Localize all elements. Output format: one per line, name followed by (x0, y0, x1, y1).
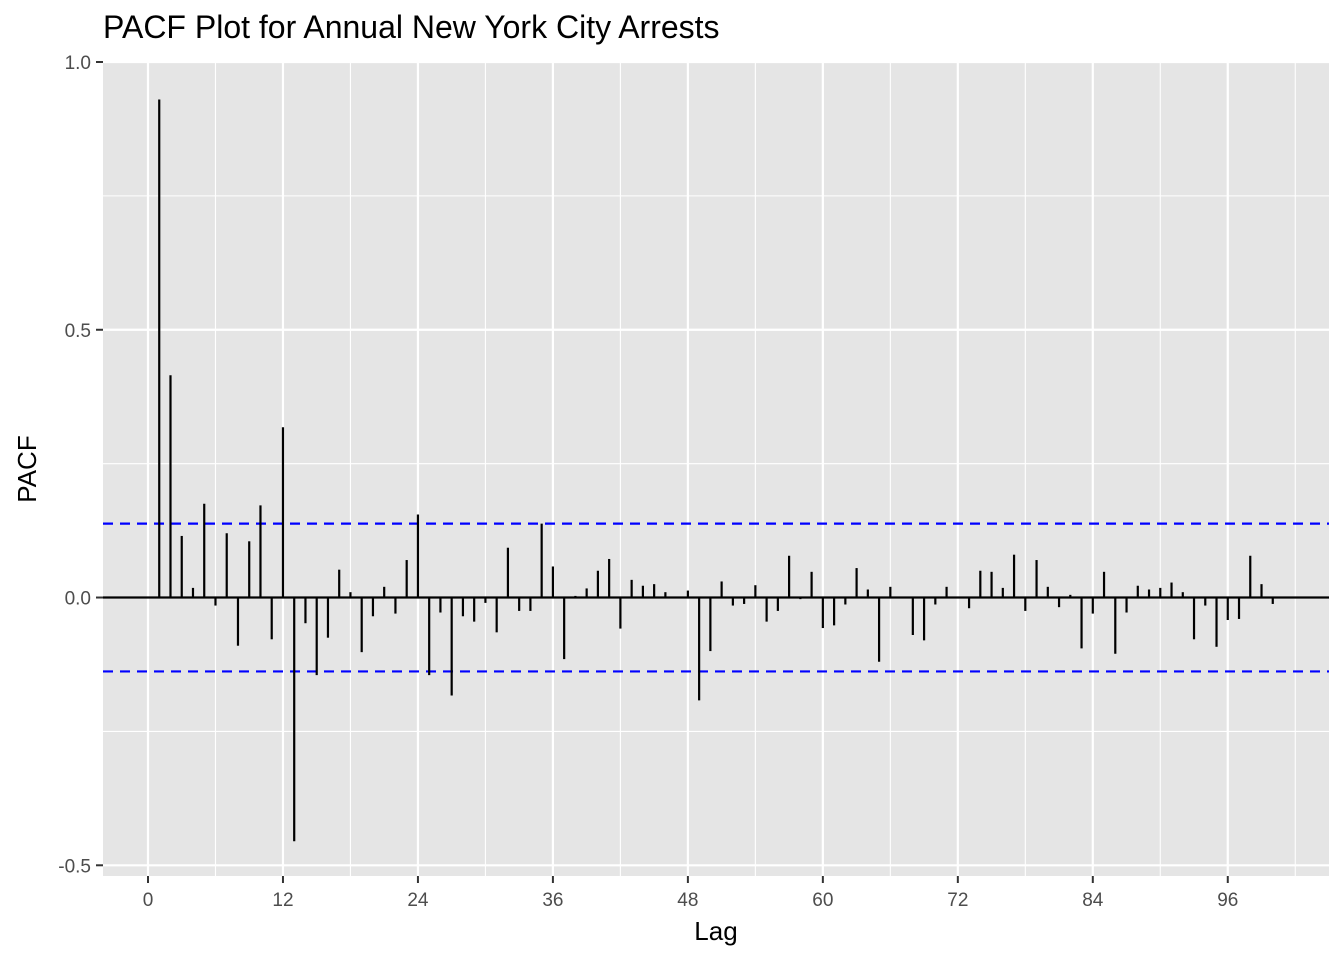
y-tick-label: 0.5 (65, 321, 91, 342)
y-tick-label: 1.0 (65, 53, 91, 74)
x-tick-label: 0 (143, 890, 154, 911)
x-tick-label: 24 (407, 890, 429, 911)
x-tick-label: 36 (542, 890, 563, 911)
x-tick-label: 60 (812, 890, 833, 911)
y-tick-label: 0.0 (65, 589, 91, 610)
x-axis-title: Lag (694, 916, 737, 946)
x-tick-label: 48 (677, 890, 698, 911)
x-tick-label: 72 (947, 890, 968, 911)
x-tick-label: 96 (1217, 890, 1238, 911)
chart-title: PACF Plot for Annual New York City Arres… (103, 9, 720, 45)
axes: 0 12 24 36 48 60 72 84 96 1.0 0.5 0.0 -0.5 (58, 53, 1238, 911)
x-tick-label: 84 (1082, 890, 1104, 911)
y-tick-label: -0.5 (58, 856, 91, 877)
plot-panel (103, 62, 1329, 876)
confidence-band (103, 522, 1329, 673)
x-tick-label: 12 (272, 890, 293, 911)
y-axis-title: PACF (12, 435, 42, 502)
